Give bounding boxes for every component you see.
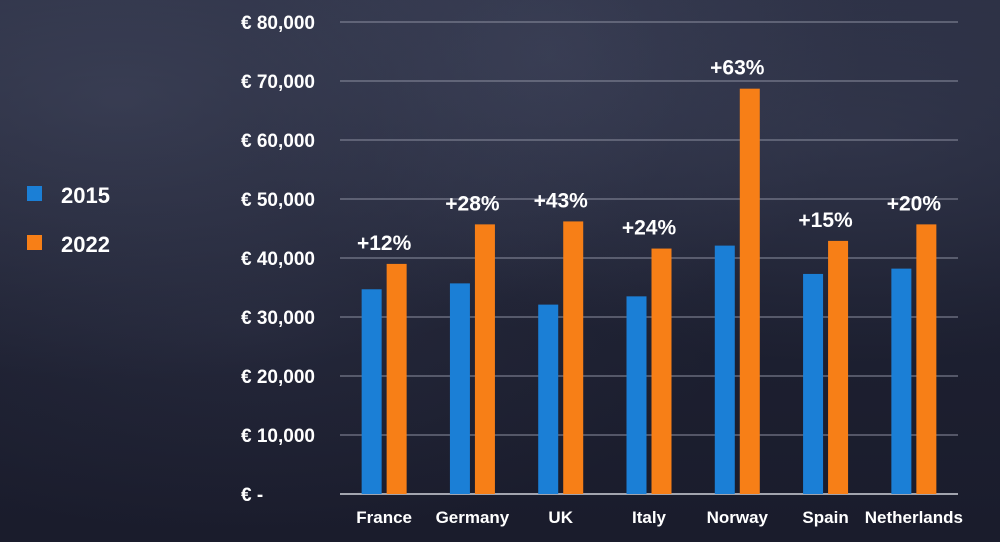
change-labels: +12% +28% +43% +24% +63% +15% +20% [357, 57, 941, 255]
x-tick-label: Netherlands [865, 508, 963, 527]
bar-2015-uk [538, 304, 559, 494]
change-label: +20% [887, 192, 942, 215]
y-tick-label: € 80,000 [241, 13, 315, 34]
bar-2022-germany [474, 224, 495, 494]
legend: 2015 2022 [27, 183, 110, 257]
bar-2022-france [386, 263, 407, 494]
legend-label-2022: 2022 [61, 232, 110, 257]
y-tick-label: € 20,000 [241, 367, 315, 388]
change-label: +28% [445, 192, 500, 215]
x-axis-ticks: France Germany UK Italy Norway Spain Netherlan… [356, 508, 963, 527]
x-tick-label: Norway [707, 508, 769, 527]
y-tick-label: € - [241, 485, 263, 506]
y-tick-label: € 60,000 [241, 131, 315, 152]
change-label: +24% [622, 217, 677, 240]
bar-2015-spain [803, 273, 824, 494]
gridlines [340, 21, 958, 495]
legend-label-2015: 2015 [61, 183, 110, 208]
bar-2015-france [361, 289, 382, 494]
change-label: +63% [710, 57, 765, 80]
y-tick-label: € 30,000 [241, 308, 315, 329]
x-tick-label: Spain [802, 508, 848, 527]
bar-2015-italy [626, 296, 647, 494]
bar-2015-netherlands [891, 268, 912, 494]
y-tick-label: € 10,000 [241, 426, 315, 447]
x-tick-label: France [356, 508, 412, 527]
x-tick-label: UK [548, 508, 573, 527]
x-tick-label: Germany [436, 508, 510, 527]
bar-2022-norway [739, 88, 760, 495]
change-label: +43% [534, 189, 589, 212]
y-tick-label: € 50,000 [241, 190, 315, 211]
y-axis-ticks: € - € 10,000 € 20,000 € 30,000 € 40,000 € 50,… [241, 13, 315, 506]
bar-2015-norway [714, 245, 735, 494]
y-tick-label: € 70,000 [241, 72, 315, 93]
bar-2015-germany [449, 283, 470, 494]
y-tick-label: € 40,000 [241, 249, 315, 270]
bars [361, 88, 937, 495]
bar-2022-uk [563, 221, 584, 495]
change-label: +15% [798, 209, 853, 232]
legend-swatch-2022 [27, 235, 42, 250]
legend-swatch-2015 [27, 186, 42, 201]
change-label: +12% [357, 232, 412, 255]
bar-2022-spain [828, 240, 849, 494]
x-tick-label: Italy [632, 508, 667, 527]
bar-2022-italy [651, 248, 672, 494]
bar-2022-netherlands [916, 224, 937, 494]
